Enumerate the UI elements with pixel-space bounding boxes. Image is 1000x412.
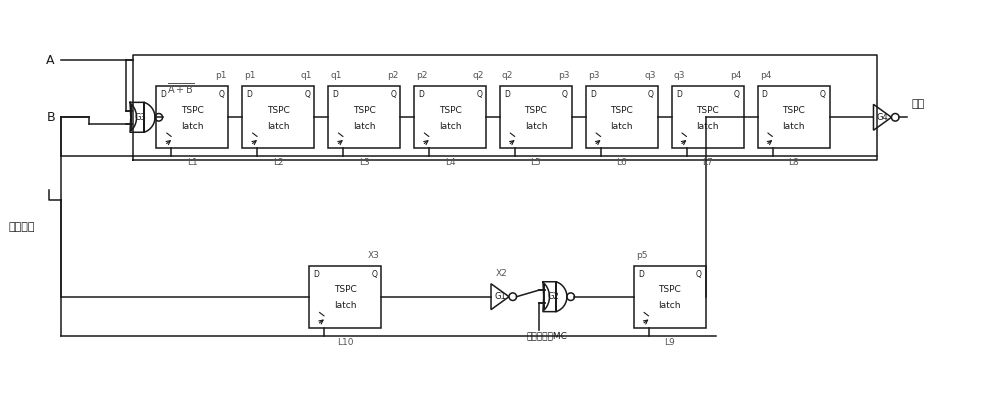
Text: L9: L9 <box>664 337 675 346</box>
Text: Q: Q <box>304 90 310 99</box>
Text: L4: L4 <box>445 158 455 167</box>
Bar <box>586 87 658 148</box>
Bar <box>156 87 228 148</box>
Text: latch: latch <box>782 122 805 131</box>
Text: p4: p4 <box>760 71 771 80</box>
Text: latch: latch <box>439 122 461 131</box>
Text: latch: latch <box>267 122 290 131</box>
Text: X2: X2 <box>496 269 508 278</box>
Text: TSPC: TSPC <box>696 106 719 115</box>
Bar <box>634 266 706 328</box>
Text: G4: G4 <box>877 113 888 122</box>
Text: L6: L6 <box>616 158 627 167</box>
Text: 输入时钟: 输入时钟 <box>9 222 35 232</box>
Bar <box>500 87 572 148</box>
Text: q3: q3 <box>644 71 656 80</box>
Text: latch: latch <box>353 122 375 131</box>
Bar <box>328 87 400 148</box>
Text: Q: Q <box>648 90 654 99</box>
Bar <box>242 87 314 148</box>
Text: q3: q3 <box>674 71 685 80</box>
Text: p1: p1 <box>215 71 226 80</box>
Text: D: D <box>762 90 768 99</box>
Text: D: D <box>590 90 596 99</box>
Text: L10: L10 <box>337 337 353 346</box>
Bar <box>672 87 744 148</box>
Text: p2: p2 <box>416 71 427 80</box>
Text: q2: q2 <box>473 71 484 80</box>
Text: Q: Q <box>219 90 224 99</box>
Text: p5: p5 <box>636 251 647 260</box>
Text: p3: p3 <box>588 71 599 80</box>
Text: q1: q1 <box>330 71 342 80</box>
Bar <box>414 87 486 148</box>
Text: B: B <box>46 111 55 124</box>
Text: D: D <box>332 90 338 99</box>
Text: Q: Q <box>734 90 740 99</box>
Text: A: A <box>46 54 55 67</box>
Text: latch: latch <box>696 122 719 131</box>
Text: Q: Q <box>820 90 826 99</box>
Text: p3: p3 <box>558 71 570 80</box>
Text: TSPC: TSPC <box>782 106 805 115</box>
Text: TSPC: TSPC <box>267 106 290 115</box>
Text: TSPC: TSPC <box>353 106 376 115</box>
Text: Q: Q <box>371 270 377 279</box>
Text: latch: latch <box>611 122 633 131</box>
Text: latch: latch <box>525 122 547 131</box>
Text: L2: L2 <box>273 158 284 167</box>
Text: TSPC: TSPC <box>439 106 461 115</box>
Text: G1: G1 <box>494 292 506 301</box>
Text: D: D <box>676 90 682 99</box>
Text: TSPC: TSPC <box>658 285 681 294</box>
Text: latch: latch <box>334 301 356 310</box>
Text: L8: L8 <box>788 158 799 167</box>
Bar <box>758 87 830 148</box>
Text: TSPC: TSPC <box>525 106 547 115</box>
Text: 模控制输入MC: 模控制输入MC <box>526 332 567 341</box>
Text: latch: latch <box>181 122 204 131</box>
Text: G3: G3 <box>135 113 146 122</box>
Text: D: D <box>313 270 319 279</box>
Text: D: D <box>638 270 644 279</box>
Text: q2: q2 <box>502 71 513 80</box>
Text: p1: p1 <box>244 71 256 80</box>
Text: D: D <box>504 90 510 99</box>
Text: L3: L3 <box>359 158 370 167</box>
Text: 输出: 输出 <box>911 99 924 109</box>
Text: X3: X3 <box>367 251 379 260</box>
Text: p4: p4 <box>730 71 742 80</box>
Text: latch: latch <box>659 301 681 310</box>
Text: D: D <box>160 90 166 99</box>
Text: q1: q1 <box>301 71 312 80</box>
Text: D: D <box>418 90 424 99</box>
Text: L7: L7 <box>702 158 713 167</box>
Text: L1: L1 <box>187 158 198 167</box>
Text: p2: p2 <box>387 71 398 80</box>
Text: TSPC: TSPC <box>334 285 357 294</box>
Text: D: D <box>246 90 252 99</box>
Text: TSPC: TSPC <box>610 106 633 115</box>
Text: TSPC: TSPC <box>181 106 204 115</box>
Text: Q: Q <box>562 90 568 99</box>
Text: $\overline{\rm A+B}$: $\overline{\rm A+B}$ <box>167 82 194 96</box>
Text: Q: Q <box>476 90 482 99</box>
Text: Q: Q <box>696 270 702 279</box>
Text: G2: G2 <box>547 292 559 301</box>
Text: L5: L5 <box>531 158 541 167</box>
Bar <box>309 266 381 328</box>
Text: Q: Q <box>390 90 396 99</box>
